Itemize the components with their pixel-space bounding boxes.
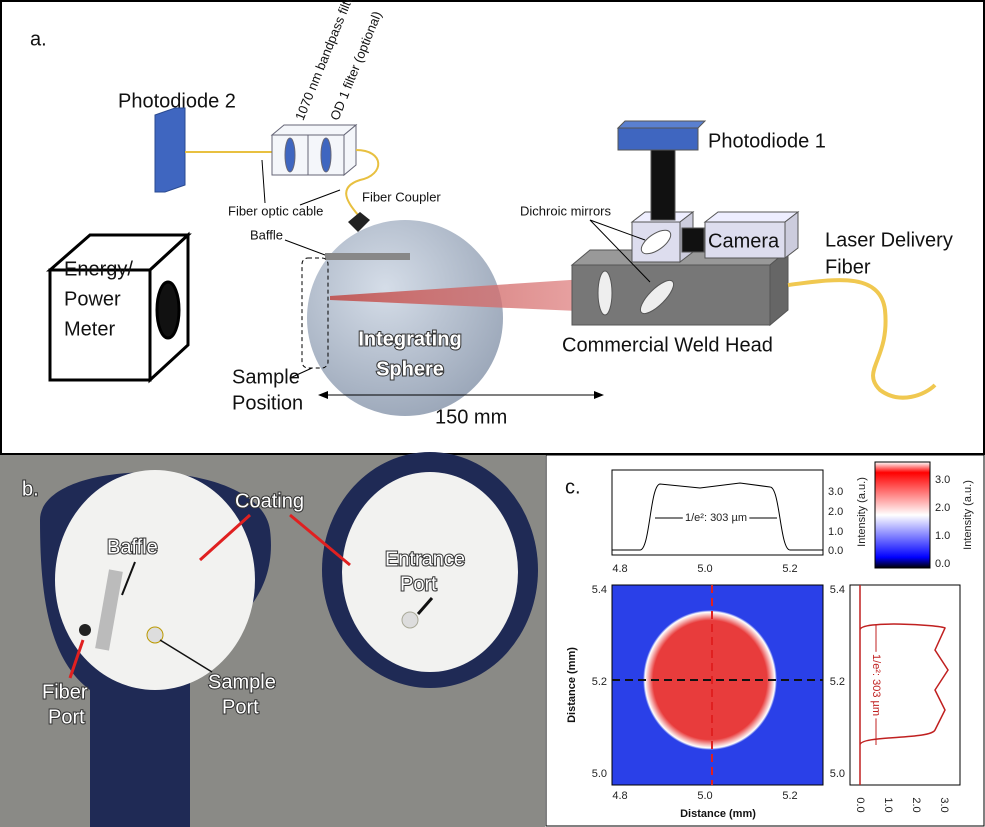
label: Entrance: [385, 548, 465, 570]
colorbar-tick: 1.0: [935, 530, 950, 542]
label: Baffle: [107, 536, 158, 558]
colorbar-tick: 2.0: [935, 502, 950, 514]
label: Dichroic mirrors: [520, 203, 612, 218]
axis-label: Intensity (a.u.): [856, 477, 868, 547]
label: Photodiode 2: [118, 90, 236, 112]
label: Photodiode 1: [708, 130, 826, 152]
baffle: [325, 253, 410, 260]
label: Fiber: [42, 681, 88, 703]
y-tick-label: 3.0: [828, 486, 843, 498]
x-tick-label: 3.0: [938, 797, 950, 812]
axis-label: Intensity (a.u.): [962, 480, 974, 550]
photodiode: [155, 108, 185, 192]
x-tick-label: 4.8: [612, 790, 627, 802]
colorbar-tick: 3.0: [935, 474, 950, 486]
x-tick-label: 2.0: [910, 797, 922, 812]
label: Power: [64, 288, 121, 310]
x-tick-label: 4.8: [612, 563, 627, 575]
label: Fiber optic cable: [228, 203, 323, 218]
label: Fiber: [825, 256, 871, 278]
label: Commercial Weld Head: [562, 334, 773, 356]
panel-label: b.: [22, 478, 39, 500]
y-tick-label: 5.2: [592, 676, 607, 688]
x-tick-label: 1.0: [882, 797, 894, 812]
integrating-sphere: [307, 220, 503, 416]
x-tick-label: 5.2: [782, 563, 797, 575]
y-tick-label: 5.4: [592, 584, 607, 596]
x-tick-label: 5.0: [697, 790, 712, 802]
label: Port: [48, 706, 85, 728]
colorbar: [875, 462, 930, 568]
annotation: 1/e²: 303 µm: [685, 512, 747, 524]
label: Integrating: [358, 328, 461, 350]
label: Coating: [235, 490, 304, 512]
x-tick-label: 5.0: [697, 563, 712, 575]
y-tick-label: 2.0: [828, 506, 843, 518]
y-tick-label: 0.0: [828, 545, 843, 557]
axis-label: Distance (mm): [680, 808, 756, 820]
label: Sample: [232, 366, 300, 388]
label: Laser Delivery: [825, 229, 953, 251]
axis-label: Distance (mm): [566, 647, 578, 723]
label: Camera: [708, 230, 780, 252]
label: Port: [222, 696, 259, 718]
label: Meter: [64, 318, 115, 340]
label: Fiber Coupler: [362, 189, 441, 204]
panel-label: a.: [30, 28, 47, 50]
label: Sphere: [376, 358, 444, 380]
y-tick-label: 5.0: [830, 768, 845, 780]
colorbar-tick: 0.0: [935, 558, 950, 570]
y-tick-label: 5.0: [592, 768, 607, 780]
label: Position: [232, 392, 303, 414]
y-tick-label: 1.0: [828, 526, 843, 538]
label: Port: [400, 573, 437, 595]
figure: a. Photodiode 2 1070 nm bandpass filter …: [0, 0, 985, 827]
y-tick-label: 5.2: [830, 676, 845, 688]
x-tick-label: 5.2: [782, 790, 797, 802]
x-tick-label: 0.0: [854, 797, 866, 812]
label: Sample: [208, 671, 276, 693]
label: 150 mm: [435, 406, 507, 428]
panel-label: c.: [565, 476, 581, 498]
panel-a: [1, 1, 984, 454]
label: Energy/: [64, 258, 133, 280]
label: Baffle: [250, 227, 283, 242]
filters: [272, 125, 356, 175]
annotation: 1/e²: 303 µm: [870, 654, 882, 716]
y-tick-label: 5.4: [830, 584, 845, 596]
